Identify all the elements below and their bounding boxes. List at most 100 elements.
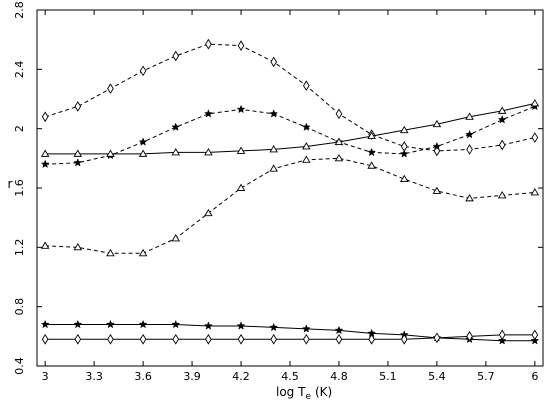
triangle-marker <box>302 155 311 163</box>
triangle-marker <box>530 188 540 196</box>
triangle-marker <box>465 112 474 120</box>
triangle-marker <box>204 208 213 217</box>
triangle-marker <box>106 149 115 157</box>
star-marker <box>301 324 311 333</box>
diamond-marker <box>205 38 212 50</box>
y-tick-label: 2.4 <box>13 61 26 79</box>
triangle-marker <box>334 137 344 145</box>
diamond-marker <box>498 329 506 341</box>
diamond-marker <box>270 56 278 68</box>
triangle-marker <box>432 186 442 194</box>
triangle-marker <box>367 161 376 169</box>
diamond-marker <box>107 83 114 94</box>
star-marker <box>497 115 507 124</box>
triangle-marker <box>236 146 246 154</box>
diamond-marker <box>41 111 49 123</box>
x-axis-title-units: (K) <box>315 385 332 399</box>
x-tick-label: 5.7 <box>477 370 495 383</box>
star-marker <box>530 336 540 345</box>
triangle-marker <box>497 106 507 114</box>
diamond-marker <box>466 144 473 155</box>
triangle-marker <box>269 164 278 172</box>
star-marker <box>269 109 279 118</box>
diamond-marker <box>531 329 539 341</box>
triangle-marker <box>106 248 115 257</box>
x-tick-label: 3.6 <box>134 370 152 383</box>
series-line-5 <box>45 323 535 342</box>
triangle-marker <box>465 193 474 202</box>
triangle-marker <box>432 119 442 128</box>
star-marker <box>269 322 279 332</box>
x-tick-label: 3.9 <box>183 370 201 383</box>
diamond-marker <box>205 333 212 345</box>
star-marker <box>203 321 213 330</box>
series-line-2 <box>45 105 536 165</box>
series-markers-4 <box>40 99 540 157</box>
series-line-1 <box>45 43 535 152</box>
diamond-marker <box>335 108 343 120</box>
triangle-marker <box>138 248 148 257</box>
star-marker <box>236 321 246 330</box>
series-markers-2 <box>40 101 540 169</box>
x-tick-label: 3 <box>42 370 49 383</box>
star-marker <box>301 122 311 131</box>
triangle-marker <box>204 148 213 156</box>
x-axis-title: log Te (K) <box>276 385 332 402</box>
triangle-marker <box>138 149 148 157</box>
star-marker <box>465 129 475 139</box>
triangle-marker <box>269 145 278 153</box>
triangle-marker <box>171 148 181 156</box>
triangle-marker <box>40 241 50 249</box>
series-layer <box>45 43 536 342</box>
axis-ticks: 3 3.3 3.6 3.9 4.2 4.5 4.8 5.1 5.4 5.7 6 0.4 0.8 1.2 1.… <box>13 1 543 383</box>
star-marker <box>40 319 50 329</box>
triangle-marker <box>236 183 246 191</box>
triangle-marker <box>530 99 540 107</box>
star-marker <box>203 109 213 118</box>
diamond-marker <box>335 333 343 345</box>
diamond-marker <box>270 333 278 345</box>
diamond-marker <box>41 333 49 345</box>
y-tick-label: 0.8 <box>13 298 26 316</box>
diamond-marker <box>172 50 180 62</box>
triangle-marker <box>399 125 409 134</box>
diamond-marker <box>466 330 473 342</box>
y-tick-label: 2 <box>13 125 26 132</box>
plot-frame <box>36 9 544 367</box>
triangle-marker <box>73 149 83 157</box>
triangle-marker <box>302 142 311 150</box>
star-marker <box>236 104 246 114</box>
x-tick-label: 4.5 <box>281 370 299 383</box>
star-marker <box>171 122 181 131</box>
series-markers-5 <box>40 319 540 345</box>
x-tick-label: 6 <box>531 370 538 383</box>
y-tick-label: 2.8 <box>13 1 26 19</box>
triangle-marker <box>73 242 83 251</box>
diamond-marker <box>237 40 245 51</box>
x-tick-label: 5.1 <box>379 370 397 383</box>
star-marker <box>432 141 442 151</box>
series-markers-1 <box>41 38 539 157</box>
y-tick-label: 1.2 <box>13 239 26 256</box>
star-marker <box>497 336 507 345</box>
star-marker <box>40 159 50 169</box>
series-markers-3 <box>40 153 540 257</box>
series-line-6 <box>45 334 535 340</box>
star-marker <box>334 325 344 335</box>
y-tick-label: 0.4 <box>13 357 26 375</box>
diamond-marker <box>368 333 375 345</box>
diamond-marker <box>74 101 82 112</box>
diamond-marker <box>531 132 539 143</box>
triangle-marker <box>171 234 181 242</box>
triangle-marker <box>40 149 50 157</box>
diamond-marker <box>172 333 180 345</box>
diamond-marker <box>400 333 408 345</box>
diamond-marker <box>433 332 441 344</box>
triangle-marker <box>334 153 344 162</box>
series-line-3 <box>45 157 535 254</box>
diamond-marker <box>107 333 114 345</box>
triangle-marker <box>399 174 409 183</box>
diamond-marker <box>302 333 310 345</box>
